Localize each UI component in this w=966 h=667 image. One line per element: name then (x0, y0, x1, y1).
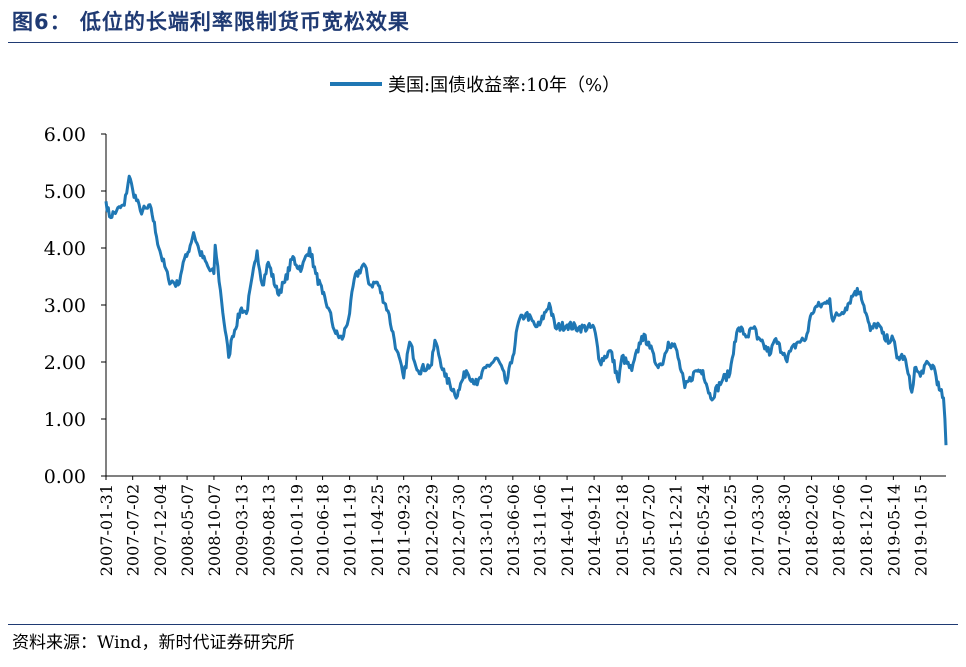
x-tick-label: 2019-10-15 (911, 484, 930, 576)
y-tick-label: 6.00 (44, 124, 86, 146)
x-tick-label: 2015-12-21 (667, 484, 686, 576)
x-tick-label: 2010-11-19 (341, 484, 360, 576)
y-tick-label: 0.00 (44, 466, 86, 488)
y-tick-label: 4.00 (44, 238, 86, 260)
x-tick-label: 2018-07-06 (830, 484, 849, 576)
x-tick-label: 2015-02-18 (613, 484, 632, 576)
x-tick-label: 2018-02-02 (803, 484, 822, 576)
x-tick-label: 2007-12-04 (151, 484, 170, 576)
x-tick-label: 2016-05-24 (694, 484, 713, 576)
series-line-us-10y-yield (104, 174, 948, 446)
x-tick-label: 2010-06-18 (314, 484, 333, 576)
source-note: 资料来源：Wind，新时代证券研究所 (12, 633, 295, 653)
x-tick-label: 2017-03-30 (748, 484, 767, 576)
x-tick-label: 2008-10-07 (205, 484, 224, 576)
x-tick-label: 2012-07-30 (449, 484, 468, 576)
x-tick-label: 2012-02-29 (423, 484, 442, 576)
x-tick-label: 2015-07-20 (640, 484, 659, 576)
x-tick-label: 2018-12-10 (857, 484, 876, 576)
y-tick-label: 3.00 (44, 295, 86, 317)
x-tick-label: 2007-07-02 (124, 484, 143, 576)
x-tick-label: 2007-01-31 (97, 484, 116, 576)
x-tick-label: 2009-03-13 (232, 484, 251, 576)
legend: 美国:国债收益率:10年（%） (330, 75, 620, 96)
x-tick-label: 2013-01-03 (477, 484, 496, 576)
x-tick-label: 2014-09-12 (585, 484, 604, 576)
y-tick-label: 1.00 (44, 409, 86, 431)
x-tick-label: 2011-04-25 (368, 484, 387, 576)
x-tick-label: 2014-04-11 (558, 484, 577, 576)
x-ticks: 2007-01-31 2007-07-02 2007-12-04 2008-05-07… (97, 476, 930, 576)
title-rule (8, 42, 958, 43)
plot-area (104, 174, 948, 446)
x-tick-label: 2008-05-07 (178, 484, 197, 576)
x-tick-label: 2019-05-14 (884, 484, 903, 576)
source-rule (8, 624, 958, 625)
x-tick-label: 2016-10-25 (721, 484, 740, 576)
x-tick-label: 2013-11-06 (531, 484, 550, 576)
y-tick-label: 2.00 (44, 352, 86, 374)
legend-label: 美国:国债收益率:10年（%） (388, 75, 620, 96)
y-ticks: 0.00 1.00 2.00 3.00 4.00 5.00 6.00 (44, 124, 106, 488)
x-tick-label: 2010-01-19 (287, 484, 306, 576)
x-tick-label: 2011-09-23 (395, 484, 414, 576)
x-tick-label: 2017-08-30 (775, 484, 794, 576)
figure-title: 图6： 低位的长端利率限制货币宽松效果 (12, 10, 410, 34)
x-tick-label: 2009-08-13 (259, 484, 278, 576)
y-tick-label: 5.00 (44, 181, 86, 203)
x-tick-label: 2013-06-06 (504, 484, 523, 576)
